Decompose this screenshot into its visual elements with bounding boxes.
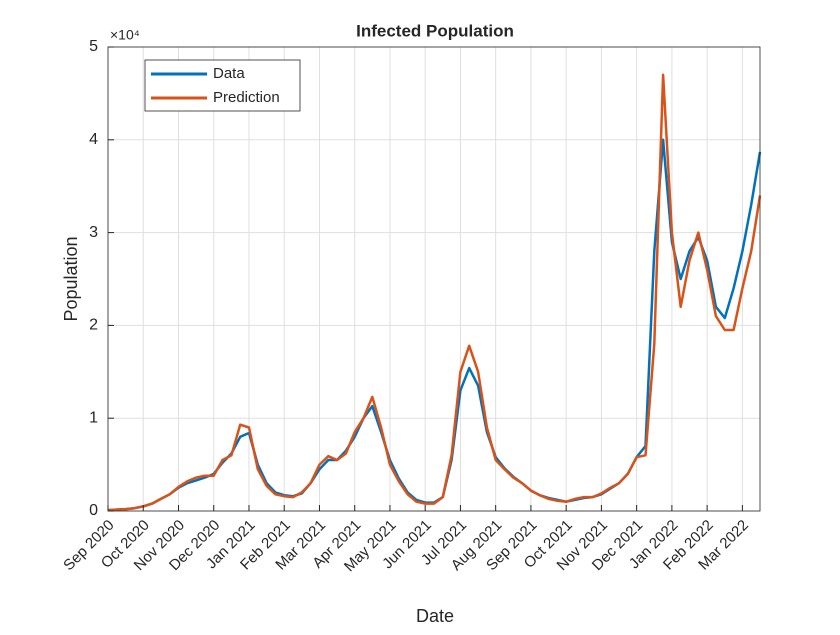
plot-area <box>108 47 760 511</box>
legend-label: Data <box>213 65 245 82</box>
y-tick-label: 2 <box>89 317 98 334</box>
chart-title: Infected Population <box>356 21 514 40</box>
legend-label: Prediction <box>213 89 280 106</box>
y-tick-label: 4 <box>89 131 98 148</box>
legend: Data Prediction <box>144 59 301 112</box>
y-tick-label: 1 <box>89 409 98 426</box>
y-tick-label: 3 <box>89 224 98 241</box>
y-tick-label: 0 <box>89 502 98 519</box>
y-axis-label: Population <box>61 236 81 321</box>
y-multiplier: ×10⁴ <box>110 27 140 43</box>
series-line <box>107 73 762 512</box>
y-tick-label: 5 <box>89 38 98 55</box>
x-axis-label: Date <box>416 606 454 626</box>
axes-box <box>107 46 761 512</box>
legend-box <box>144 59 301 112</box>
lines <box>107 73 762 512</box>
